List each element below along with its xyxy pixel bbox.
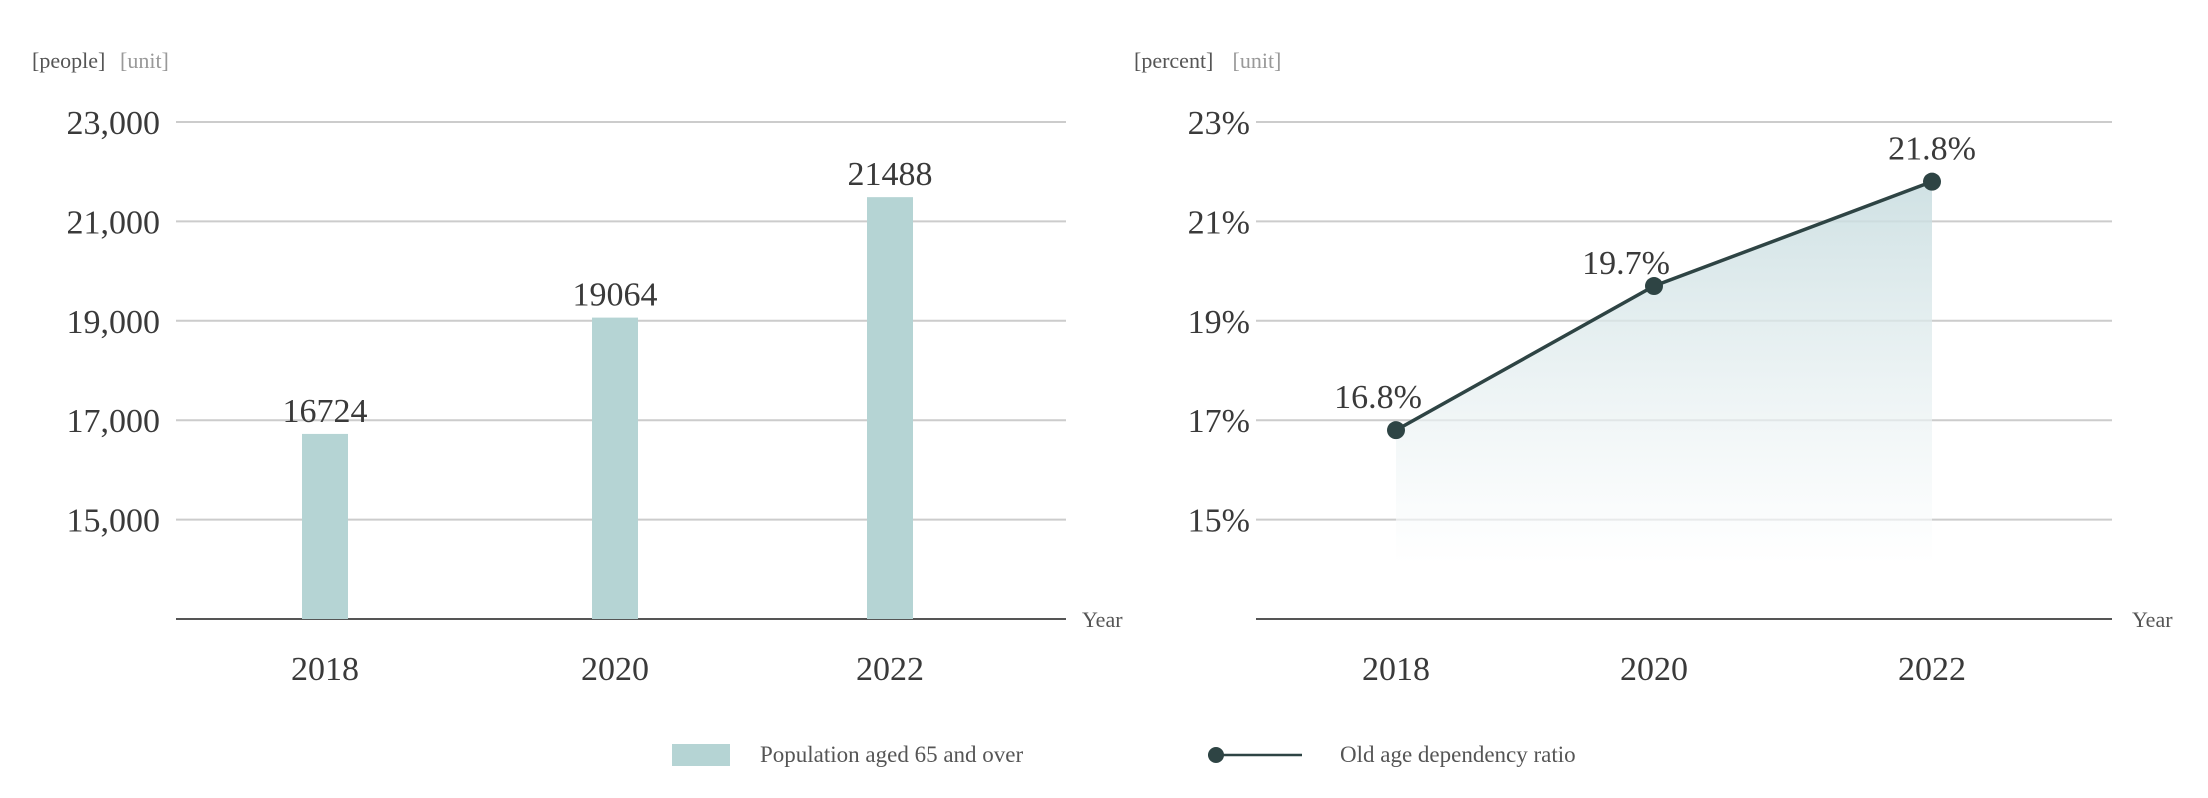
data-label: 21.8% [1888, 131, 1976, 168]
legend-label-population: Population aged 65 and over [760, 742, 1024, 767]
data-label: 21488 [848, 156, 933, 193]
legend: Population aged 65 and over Old age depe… [672, 742, 1576, 767]
data-point [1387, 421, 1405, 440]
y-tick-label: 19,000 [67, 304, 161, 341]
x-tick-label: 2018 [1362, 651, 1430, 688]
unit-label: [percent] [1134, 48, 1213, 73]
y-tick-label: 15% [1188, 503, 1250, 540]
legend-label-dependency-ratio: Old age dependency ratio [1340, 742, 1576, 767]
x-axis-title: Year [2132, 607, 2173, 632]
y-tick-label: 23% [1188, 105, 1250, 142]
data-label: 19.7% [1582, 245, 1670, 282]
y-tick-label: 21,000 [67, 204, 161, 241]
y-tick-label: 21% [1188, 204, 1250, 241]
data-label: 19064 [573, 277, 658, 314]
legend-bar-swatch-icon [672, 744, 730, 766]
y-tick-label: 23,000 [67, 105, 161, 142]
unit-label-en: [unit] [120, 48, 169, 73]
bar [867, 197, 913, 619]
x-tick-label: 2020 [581, 651, 649, 688]
y-tick-label: 17,000 [67, 403, 161, 440]
line-chart-dependency-ratio: [percent] [unit] 15% 17% 19% 21% 23% Year 2018 20… [1134, 48, 2173, 688]
data-label: 16724 [283, 393, 368, 430]
area-fill [1396, 181, 1932, 564]
y-tick-label: 17% [1188, 403, 1250, 440]
legend-line-marker-icon [1208, 747, 1224, 763]
y-tick-label: 19% [1188, 304, 1250, 341]
unit-label-en: [unit] [1233, 48, 1282, 73]
bar [592, 317, 638, 619]
data-point [1645, 277, 1663, 296]
bar-chart-population: [people] [unit] 15,000 17,000 19,000 21,000 23… [32, 48, 1123, 688]
x-tick-label: 2022 [856, 651, 924, 688]
x-tick-label: 2020 [1620, 651, 1688, 688]
y-tick-label: 15,000 [67, 503, 161, 540]
x-axis-title: Year [1082, 607, 1123, 632]
data-point [1923, 172, 1941, 191]
x-tick-label: 2022 [1898, 651, 1966, 688]
x-tick-label: 2018 [291, 651, 359, 688]
unit-label: [people] [32, 48, 105, 73]
data-label: 16.8% [1334, 379, 1422, 416]
bar [302, 433, 348, 619]
